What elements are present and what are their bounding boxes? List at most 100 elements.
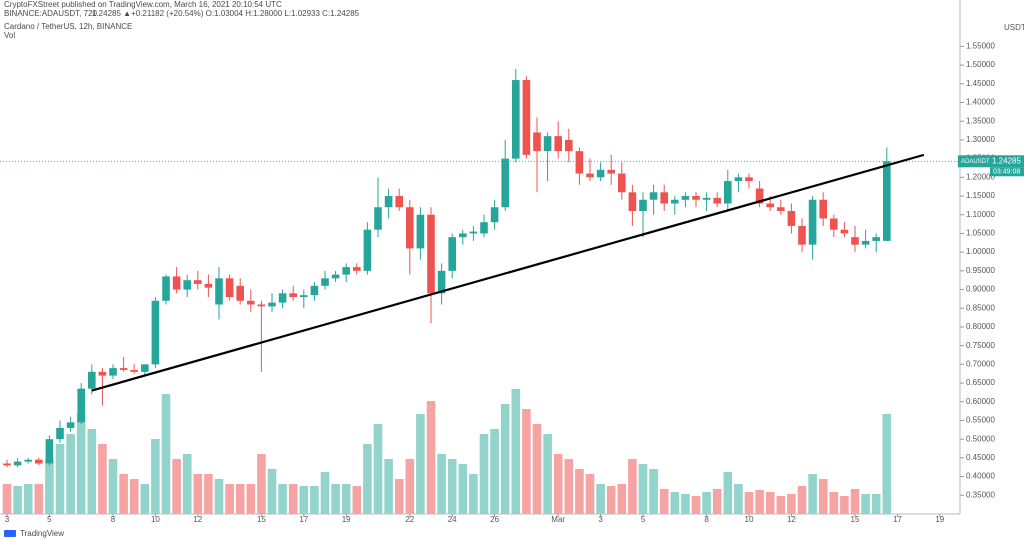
volume-bar: [288, 484, 298, 514]
volume-bar: [776, 496, 786, 514]
candle-body: [533, 132, 541, 152]
x-tick-label: 8: [111, 515, 116, 524]
candle-body: [406, 207, 414, 249]
brand-logo: [4, 530, 16, 537]
candle-body: [88, 371, 96, 389]
candle-body: [268, 302, 276, 307]
candle-body: [660, 192, 668, 204]
x-tick-label: 24: [448, 515, 457, 524]
volume-bar: [129, 479, 139, 514]
candle-body: [437, 270, 446, 294]
candle-body: [3, 463, 11, 466]
candle-body: [480, 222, 488, 234]
candle-body: [734, 177, 743, 182]
y-tick-label: 1.45000: [966, 79, 995, 88]
candle-body: [639, 199, 647, 211]
candle-body: [787, 210, 796, 226]
candle-body: [151, 300, 160, 365]
volume-bar: [447, 459, 457, 514]
candle-body: [374, 207, 382, 230]
candle-body: [45, 439, 54, 464]
volume-bar: [691, 496, 701, 514]
candle-body: [575, 151, 584, 174]
volume-bar: [151, 439, 160, 514]
volume-bar: [659, 489, 669, 514]
last-price-label: 1.24285: [992, 156, 1021, 165]
volume-bar: [606, 486, 616, 514]
volume-bar: [66, 434, 75, 514]
candle-body: [278, 293, 287, 303]
y-tick-label: 0.70000: [966, 359, 995, 368]
volume-bar: [649, 469, 658, 514]
x-tick-label: Mar: [551, 515, 565, 524]
candle-body: [35, 459, 43, 464]
x-tick-label: 10: [151, 515, 160, 524]
volume-bar: [564, 459, 574, 514]
candle-body: [702, 197, 711, 200]
volume-bar: [384, 459, 393, 514]
volume-bar: [479, 434, 489, 514]
volume-bar: [500, 404, 510, 514]
candle-body: [236, 285, 244, 301]
x-tick-label: 5: [641, 515, 646, 524]
x-tick-label: 26: [490, 515, 499, 524]
y-unit: USDT: [1004, 23, 1024, 32]
candle-body: [321, 278, 329, 286]
volume-bar: [193, 474, 203, 514]
candle-body: [194, 280, 202, 284]
candle-body: [109, 368, 117, 376]
candle-body: [130, 369, 138, 372]
volume-bar: [182, 454, 192, 514]
volume-bar: [871, 494, 881, 514]
published-line: CryptoFXStreet published on TradingView.…: [4, 0, 282, 9]
countdown: 03:49:08: [993, 169, 1020, 176]
volume-bar: [416, 414, 425, 514]
candle-body: [554, 136, 562, 152]
volume-bar: [140, 484, 150, 514]
candle-body: [501, 158, 509, 208]
candle-body: [883, 161, 891, 241]
candle-body: [819, 199, 827, 219]
volume-bar: [108, 459, 118, 514]
volume-bar: [235, 484, 245, 514]
volume-bar: [511, 389, 521, 514]
volume-bar: [596, 484, 605, 514]
x-tick-label: 12: [787, 515, 796, 524]
y-tick-label: 1.40000: [966, 98, 995, 107]
volume-bar: [797, 486, 807, 514]
candle-body: [247, 300, 255, 305]
volume-bar: [76, 414, 86, 514]
candle-body: [543, 136, 552, 152]
volume-bar: [702, 492, 711, 514]
candle-body: [649, 192, 658, 200]
volume-bar: [638, 464, 648, 514]
y-tick-label: 0.85000: [966, 303, 995, 312]
y-tick-label: 0.80000: [966, 322, 995, 331]
y-tick-label: 1.10000: [966, 210, 995, 219]
brand: TradingView: [20, 529, 64, 538]
y-tick-label: 1.55000: [966, 41, 995, 50]
candle-body: [141, 364, 149, 372]
x-tick-label: 15: [851, 515, 860, 524]
volume-bar: [87, 429, 97, 514]
volume-bar: [161, 394, 171, 514]
volume-bar: [861, 494, 870, 514]
symbol-tag: ADAUSDT: [961, 159, 990, 165]
y-tick-label: 1.15000: [966, 191, 995, 200]
volume-bar: [840, 496, 849, 514]
countdown-bg: [990, 167, 1024, 177]
candle-body: [119, 368, 128, 370]
y-tick-label: 1.50000: [966, 60, 995, 69]
y-tick-label: 1.30000: [966, 135, 995, 144]
volume-bar: [34, 484, 44, 514]
volume-bar: [787, 494, 796, 514]
candle-body: [798, 225, 806, 245]
y-tick-label: 1.20000: [966, 172, 995, 181]
candle-body: [66, 422, 75, 428]
x-tick-label: 17: [299, 515, 308, 524]
volume-bar: [712, 489, 722, 514]
volume-bar: [765, 492, 775, 514]
y-tick-label: 0.40000: [966, 472, 995, 481]
volume-bar: [469, 474, 478, 514]
candle-body: [427, 214, 435, 294]
